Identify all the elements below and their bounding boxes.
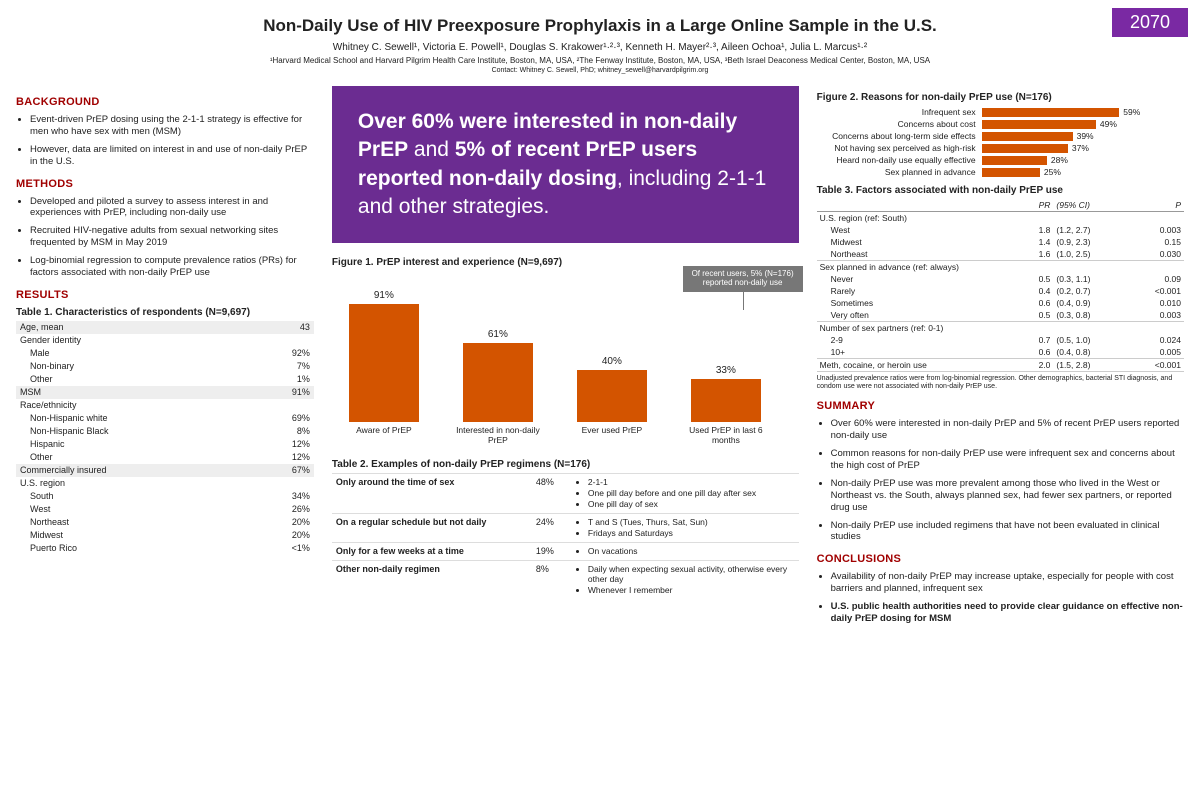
table-row: Age, mean43	[16, 321, 314, 334]
right-column: Figure 2. Reasons for non-daily PrEP use…	[817, 86, 1184, 631]
table-row: Only for a few weeks at a time19%On vaca…	[332, 543, 799, 561]
list-item: U.S. public health authorities need to p…	[831, 601, 1184, 625]
bar-category: Aware of PrEP	[340, 426, 428, 445]
list-item: However, data are limited on interest in…	[30, 144, 314, 168]
figure1-callout: Of recent users, 5% (N=176) reported non…	[683, 266, 803, 292]
table-group: Number of sex partners (ref: 0-1)	[817, 322, 1184, 335]
middle-column: Over 60% were interested in non-daily Pr…	[332, 86, 799, 631]
list-item: Non-daily PrEP use was more prevalent am…	[831, 478, 1184, 514]
bar: 40%	[568, 356, 656, 422]
left-column: BACKGROUND Event-driven PrEP dosing usin…	[16, 86, 314, 631]
bar-category: Ever used PrEP	[568, 426, 656, 445]
table-row: 2-90.7(0.5, 1.0)0.024	[817, 334, 1184, 346]
list-item: Non-daily PrEP use included regimens tha…	[831, 520, 1184, 544]
bar: 91%	[340, 290, 428, 422]
authors: Whitney C. Sewell¹, Victoria E. Powell¹,…	[140, 42, 1060, 53]
table-row: Sometimes0.6(0.4, 0.9)0.010	[817, 297, 1184, 309]
table-row: Midwest1.4(0.9, 2.3)0.15	[817, 236, 1184, 248]
list-item: Log-binomial regression to compute preva…	[30, 255, 314, 279]
table-row: Other non-daily regimen8%Daily when expe…	[332, 561, 799, 600]
summary-list: Over 60% were interested in non-daily Pr…	[817, 418, 1184, 543]
table-row: Never0.5(0.3, 1.1)0.09	[817, 273, 1184, 285]
table-row: MSM91%	[16, 386, 314, 399]
table-row: Other12%	[16, 451, 314, 464]
table-row: 10+0.6(0.4, 0.8)0.005	[817, 346, 1184, 359]
bar-category: Interested in non-daily PrEP	[454, 426, 542, 445]
contact: Contact: Whitney C. Sewell, PhD; whitney…	[140, 67, 1060, 74]
list-item: Availability of non-daily PrEP may incre…	[831, 571, 1184, 595]
hbar-row: Heard non-daily use equally effective28%	[817, 155, 1184, 165]
table-row: Gender identity	[16, 334, 314, 347]
table-row: Non-Hispanic Black8%	[16, 425, 314, 438]
section-summary: SUMMARY	[817, 400, 1184, 412]
bar-category: Used PrEP in last 6 months	[682, 426, 770, 445]
table-row: Other1%	[16, 373, 314, 386]
list-item: Common reasons for non-daily PrEP use we…	[831, 448, 1184, 472]
table-row: Northeast1.6(1.0, 2.5)0.030	[817, 248, 1184, 261]
table-row: Non-Hispanic white69%	[16, 412, 314, 425]
table2: Only around the time of sex48%2-1-1One p…	[332, 473, 799, 599]
table-row: Non-binary7%	[16, 360, 314, 373]
hero-callout: Over 60% were interested in non-daily Pr…	[332, 86, 799, 243]
methods-list: Developed and piloted a survey to assess…	[16, 196, 314, 279]
header: Non-Daily Use of HIV Preexposure Prophyl…	[0, 0, 1200, 82]
list-item: Event-driven PrEP dosing using the 2-1-1…	[30, 114, 314, 138]
section-results: RESULTS	[16, 289, 314, 301]
table3: PR(95% CI)PU.S. region (ref: South)West1…	[817, 199, 1184, 372]
figure1-chart: Of recent users, 5% (N=176) reported non…	[332, 272, 799, 422]
table-row: U.S. region	[16, 477, 314, 490]
table-row: Very often0.5(0.3, 0.8)0.003	[817, 309, 1184, 322]
hbar-row: Infrequent sex59%	[817, 107, 1184, 117]
hbar-row: Concerns about cost49%	[817, 119, 1184, 129]
hbar-row: Concerns about long-term side effects39%	[817, 131, 1184, 141]
table-row: Rarely0.4(0.2, 0.7)<0.001	[817, 285, 1184, 297]
figure2-title: Figure 2. Reasons for non-daily PrEP use…	[817, 92, 1184, 103]
table-row: West26%	[16, 503, 314, 516]
figure2-chart: Infrequent sex59% Concerns about cost49% C…	[817, 107, 1184, 177]
background-list: Event-driven PrEP dosing using the 2-1-1…	[16, 114, 314, 168]
table-row: West1.8(1.2, 2.7)0.003	[817, 224, 1184, 236]
table-row: Only around the time of sex48%2-1-1One p…	[332, 474, 799, 514]
figure1-categories: Aware of PrEP Interested in non-daily PrE…	[332, 422, 799, 445]
table-row: On a regular schedule but not daily24%T …	[332, 514, 799, 543]
bar: 33%	[682, 365, 770, 422]
table-row: Commercially insured67%	[16, 464, 314, 477]
table3-title: Table 3. Factors associated with non-dai…	[817, 185, 1184, 196]
table3-footnote: Unadjusted prevalence ratios were from l…	[817, 375, 1184, 390]
section-methods: METHODS	[16, 178, 314, 190]
table-row: Meth, cocaine, or heroin use2.0(1.5, 2.8…	[817, 359, 1184, 372]
list-item: Over 60% were interested in non-daily Pr…	[831, 418, 1184, 442]
bar: 61%	[454, 329, 542, 422]
list-item: Developed and piloted a survey to assess…	[30, 196, 314, 220]
table-row: Northeast20%	[16, 516, 314, 529]
section-background: BACKGROUND	[16, 96, 314, 108]
affiliations: ¹Harvard Medical School and Harvard Pilg…	[140, 56, 1060, 65]
table-row: Hispanic12%	[16, 438, 314, 451]
table-group: Sex planned in advance (ref: always)	[817, 261, 1184, 274]
table-group: U.S. region (ref: South)	[817, 212, 1184, 225]
table2-title: Table 2. Examples of non-daily PrEP regi…	[332, 459, 799, 470]
page-title: Non-Daily Use of HIV Preexposure Prophyl…	[140, 16, 1060, 36]
hbar-row: Sex planned in advance25%	[817, 167, 1184, 177]
table-row: South34%	[16, 490, 314, 503]
table1-title: Table 1. Characteristics of respondents …	[16, 307, 314, 318]
section-conclusions: CONCLUSIONS	[817, 553, 1184, 565]
table-row: Race/ethnicity	[16, 399, 314, 412]
table-row: Male92%	[16, 347, 314, 360]
table-row: Midwest20%	[16, 529, 314, 542]
list-item: Recruited HIV-negative adults from sexua…	[30, 225, 314, 249]
table-row: Puerto Rico<1%	[16, 542, 314, 555]
poster-number-badge: 2070	[1112, 8, 1188, 37]
table1: Age, mean43Gender identity Male92% Non-b…	[16, 321, 314, 555]
hbar-row: Not having sex perceived as high-risk37%	[817, 143, 1184, 153]
conclusions-list: Availability of non-daily PrEP may incre…	[817, 571, 1184, 625]
